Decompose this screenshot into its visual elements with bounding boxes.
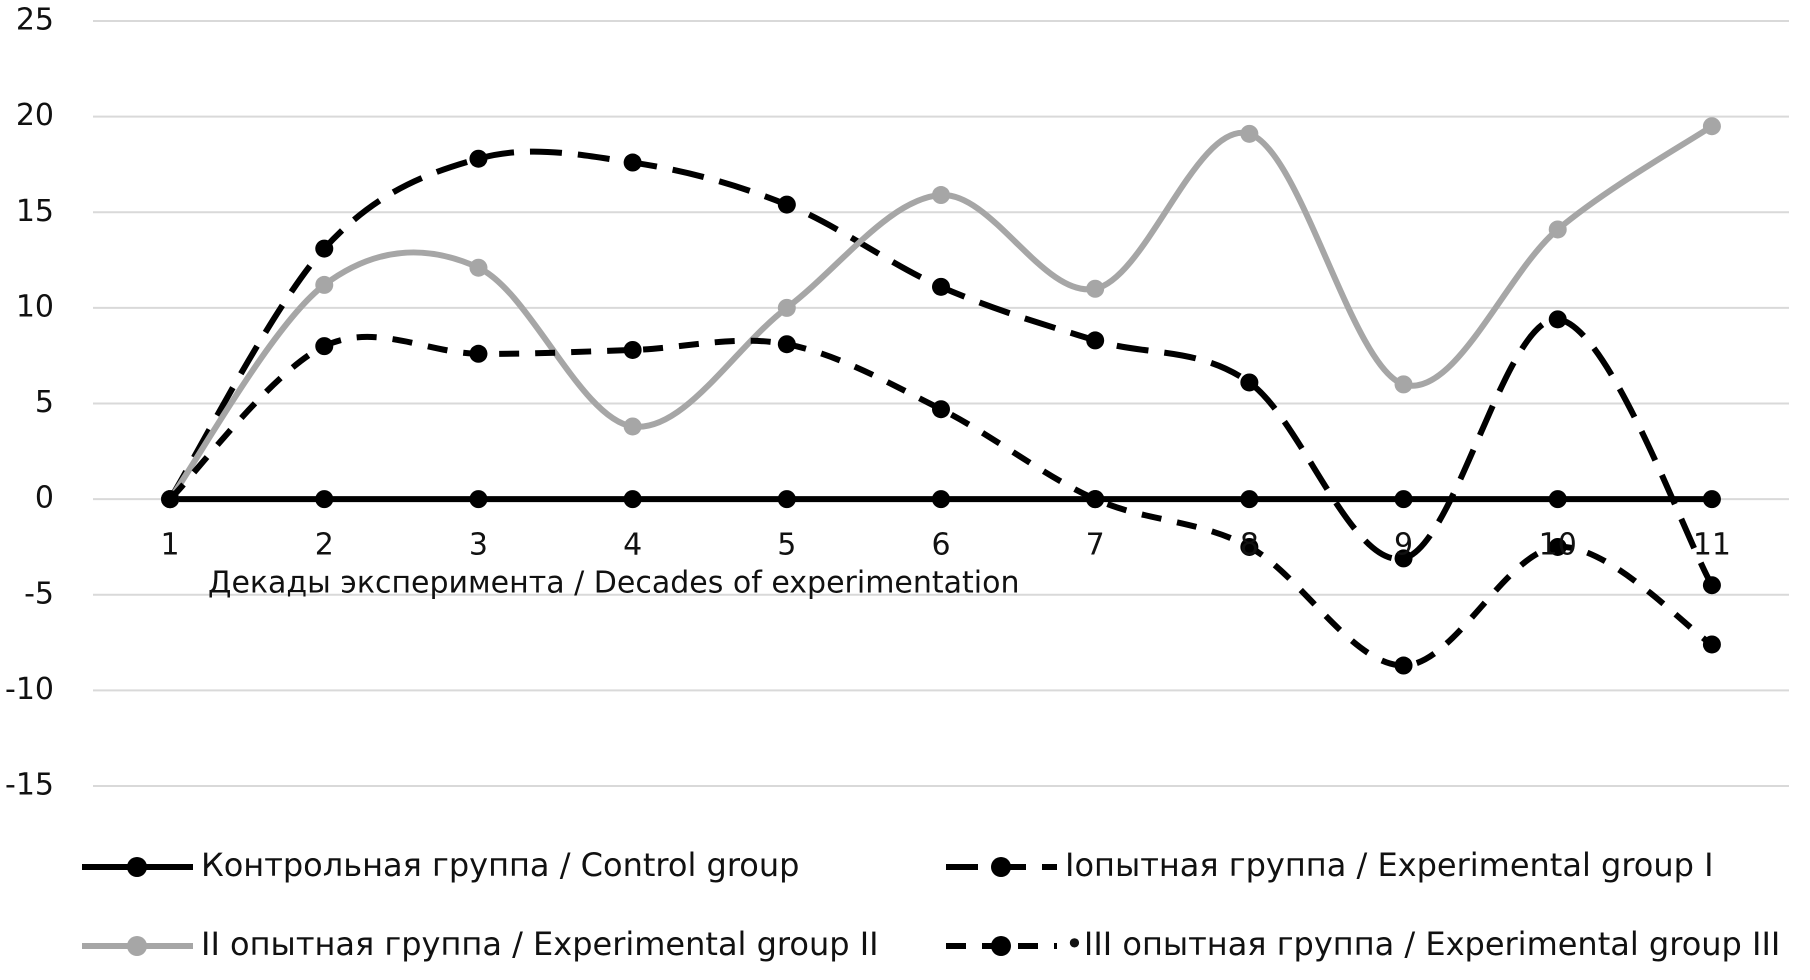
x-tick-label: 10 — [1539, 528, 1577, 563]
legend-marker — [991, 936, 1011, 956]
data-point — [315, 275, 334, 294]
y-tick-label: 15 — [16, 194, 54, 229]
data-point — [1548, 490, 1567, 509]
data-point — [623, 490, 642, 509]
legend-item: Iопытная группа / Experimental group I — [946, 846, 1714, 884]
data-point — [469, 490, 488, 509]
y-tick-label: 10 — [16, 289, 54, 324]
data-point — [1086, 279, 1105, 298]
legend-marker — [991, 857, 1011, 877]
data-point — [469, 258, 488, 277]
data-point — [1240, 490, 1259, 509]
data-point — [161, 490, 180, 509]
data-point — [1394, 375, 1413, 394]
x-tick-label: 7 — [1086, 528, 1105, 563]
y-tick-label: 5 — [35, 385, 54, 420]
data-point — [1548, 220, 1567, 239]
data-point — [1240, 537, 1259, 556]
x-tick-label: 3 — [469, 528, 488, 563]
x-tick-label: 1 — [161, 528, 180, 563]
data-point — [623, 417, 642, 436]
data-point — [1240, 124, 1259, 143]
data-point — [932, 186, 950, 205]
legend-marker — [127, 936, 147, 956]
data-point — [1086, 331, 1105, 350]
y-tick-label: 0 — [35, 481, 54, 516]
x-tick-label: 4 — [623, 528, 642, 563]
legend-item: II опытная группа / Experimental group I… — [82, 925, 879, 963]
data-point — [1240, 373, 1259, 392]
data-point — [932, 277, 950, 296]
data-point — [469, 344, 488, 363]
legend-label: Контрольная группа / Control group — [201, 846, 799, 884]
data-point — [1086, 490, 1105, 509]
data-point — [1702, 490, 1721, 509]
y-tick-label: 20 — [16, 98, 54, 133]
data-point — [1394, 656, 1413, 675]
data-point — [932, 490, 950, 509]
y-tick-label: -10 — [5, 672, 54, 707]
data-point — [315, 239, 334, 258]
x-tick-label: 6 — [931, 528, 950, 563]
data-point — [1702, 635, 1721, 654]
series-line — [167, 148, 1715, 587]
legend-item: •III опытная группа / Experimental group… — [946, 925, 1780, 963]
data-point — [1548, 537, 1567, 556]
x-tick-label: 8 — [1240, 528, 1259, 563]
legend-label: Iопытная группа / Experimental group I — [1065, 846, 1714, 884]
x-tick-label: 11 — [1693, 528, 1731, 563]
data-point — [623, 153, 642, 172]
x-tick-label: 9 — [1394, 528, 1413, 563]
series-line — [167, 123, 1714, 501]
legend-label: II опытная группа / Experimental group I… — [201, 925, 879, 963]
legend-item: Контрольная группа / Control group — [82, 846, 799, 884]
data-point — [777, 195, 796, 214]
x-axis-title: Декады эксперимента / Decades of experim… — [208, 566, 1020, 601]
data-point — [623, 340, 642, 359]
plot — [161, 117, 1721, 675]
y-tick-label: -15 — [5, 768, 54, 803]
y-tick-label: -5 — [24, 576, 54, 611]
series-line — [167, 334, 1714, 669]
legend-marker — [127, 857, 147, 877]
data-point — [1394, 549, 1413, 568]
legend-label: •III опытная группа / Experimental group… — [1065, 925, 1780, 963]
data-point — [469, 149, 488, 168]
x-tick-label: 2 — [315, 528, 334, 563]
data-point — [932, 400, 950, 419]
data-point — [1394, 490, 1413, 509]
data-point — [1702, 117, 1721, 136]
data-point — [777, 335, 796, 354]
data-point — [777, 298, 796, 317]
data-point — [777, 490, 796, 509]
data-point — [315, 337, 334, 356]
data-point — [1702, 576, 1721, 595]
data-point — [315, 490, 334, 509]
y-tick-label: 25 — [16, 3, 54, 38]
x-tick-label: 5 — [777, 528, 796, 563]
data-point — [1548, 310, 1567, 329]
